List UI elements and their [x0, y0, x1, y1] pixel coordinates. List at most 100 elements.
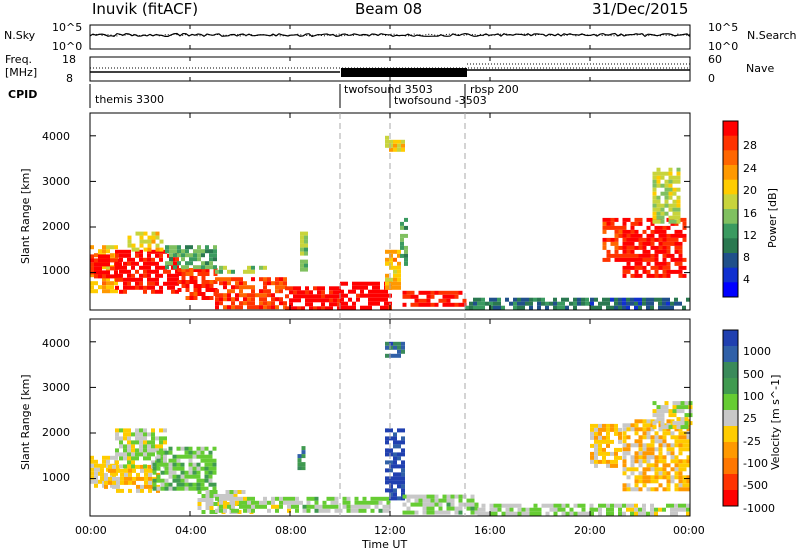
power-region-8 — [321, 294, 325, 299]
velocity-region-13 — [682, 475, 687, 480]
velocity-region-13 — [670, 459, 675, 464]
velocity-region-11 — [537, 507, 542, 512]
power-region-4 — [201, 284, 206, 288]
velocity-region-10 — [470, 510, 475, 515]
power-region-10 — [385, 257, 389, 262]
velocity-region-15 — [590, 507, 594, 512]
power-region-8 — [333, 286, 337, 291]
velocity-region-13 — [686, 435, 691, 440]
power-region-8 — [337, 306, 341, 311]
velocity-region-13 — [682, 483, 687, 488]
velocity-region-11 — [581, 507, 586, 512]
power-region-17 — [666, 249, 671, 254]
velocity-region-12 — [598, 459, 602, 464]
velocity-region-15 — [634, 507, 638, 512]
velocity-region-0 — [90, 463, 94, 468]
power-region-2 — [119, 249, 123, 254]
velocity-region-2 — [131, 460, 135, 465]
velocity-region-3 — [152, 482, 157, 487]
velocity-region-13 — [662, 427, 667, 432]
velocity-region-3 — [176, 474, 181, 479]
power-region-5 — [209, 257, 213, 262]
velocity-region-11 — [557, 503, 562, 508]
velocity-region-1 — [148, 476, 152, 481]
velocity-region-2 — [159, 460, 163, 465]
velocity-region-5 — [271, 496, 275, 501]
power-region-5 — [201, 249, 205, 254]
velocity-region-8 — [397, 456, 401, 461]
velocity-region-3 — [192, 474, 197, 479]
velocity-region-13 — [622, 463, 627, 468]
velocity-region-13 — [662, 471, 667, 476]
velocity-region-12 — [602, 423, 606, 428]
velocity-region-3 — [184, 474, 189, 479]
velocity-region-15 — [670, 511, 674, 516]
velocity-region-5 — [243, 508, 247, 513]
power-region-6 — [279, 289, 283, 294]
velocity-region-11 — [533, 511, 538, 516]
velocity-region-2 — [127, 448, 131, 453]
velocity-region-3 — [152, 462, 157, 467]
power-region-17 — [626, 237, 631, 242]
power-region-8 — [333, 302, 337, 307]
power-region-2 — [135, 285, 139, 290]
power-region-4 — [197, 288, 202, 292]
velocity-region-3 — [180, 462, 185, 467]
velocity-region-14 — [676, 421, 681, 426]
velocity-region-2 — [139, 448, 143, 453]
nsearch-label: N.Search — [747, 29, 797, 42]
velocity-region-6 — [314, 496, 319, 501]
velocity-region-15 — [674, 503, 678, 508]
power-region-2 — [115, 253, 119, 258]
power-region-13 — [529, 297, 533, 302]
power-region-6 — [215, 297, 219, 302]
power-region-6 — [255, 305, 259, 310]
power-region-16 — [614, 229, 619, 234]
velocity-region-14 — [660, 417, 665, 422]
power-region-17 — [646, 269, 651, 274]
power-region-10 — [393, 249, 397, 254]
power-region-9 — [352, 289, 356, 294]
power-region-19 — [658, 301, 662, 306]
power-region-8 — [325, 298, 329, 303]
velocity-region-2 — [135, 452, 139, 457]
velocity-region-10 — [450, 502, 455, 507]
power-region-6 — [275, 289, 279, 294]
power-region-13 — [521, 297, 525, 302]
velocity-region-8 — [389, 452, 393, 457]
power-region-17 — [678, 229, 683, 234]
power-region-6 — [259, 297, 263, 302]
power-region-16 — [606, 225, 611, 230]
power-region-5 — [177, 249, 181, 254]
velocity-region-6 — [382, 508, 387, 513]
velocity-region-13 — [634, 479, 639, 484]
velocity-region-4 — [229, 490, 234, 494]
velocity-region-13 — [650, 427, 655, 432]
power-region-13 — [493, 297, 497, 302]
velocity-region-1 — [124, 468, 128, 473]
power-region-18 — [652, 219, 657, 224]
power-region-0 — [102, 289, 106, 294]
power-region-9 — [360, 289, 364, 294]
power-region-4 — [197, 268, 202, 272]
velocity-region-2 — [143, 444, 147, 449]
velocity-region-4 — [197, 498, 202, 502]
velocity-region-15 — [670, 507, 674, 512]
power-region-12 — [422, 290, 427, 295]
velocity-region-12 — [606, 459, 610, 464]
power-region-14 — [300, 259, 304, 264]
power-region-16 — [606, 257, 611, 262]
power-region-19 — [670, 301, 674, 306]
power-region-14 — [300, 247, 304, 252]
velocity-region-13 — [650, 451, 655, 456]
velocity-region-3 — [204, 466, 209, 471]
vel-cbar-swatch — [723, 346, 738, 363]
power-region-5 — [189, 257, 193, 262]
power-region-4 — [209, 284, 214, 288]
velocity-region-10 — [422, 510, 427, 515]
velocity-region-13 — [666, 419, 671, 424]
power-region-16 — [614, 245, 619, 250]
velocity-region-15 — [646, 511, 650, 516]
power-region-10 — [393, 257, 397, 262]
velocity-region-2 — [127, 456, 131, 461]
